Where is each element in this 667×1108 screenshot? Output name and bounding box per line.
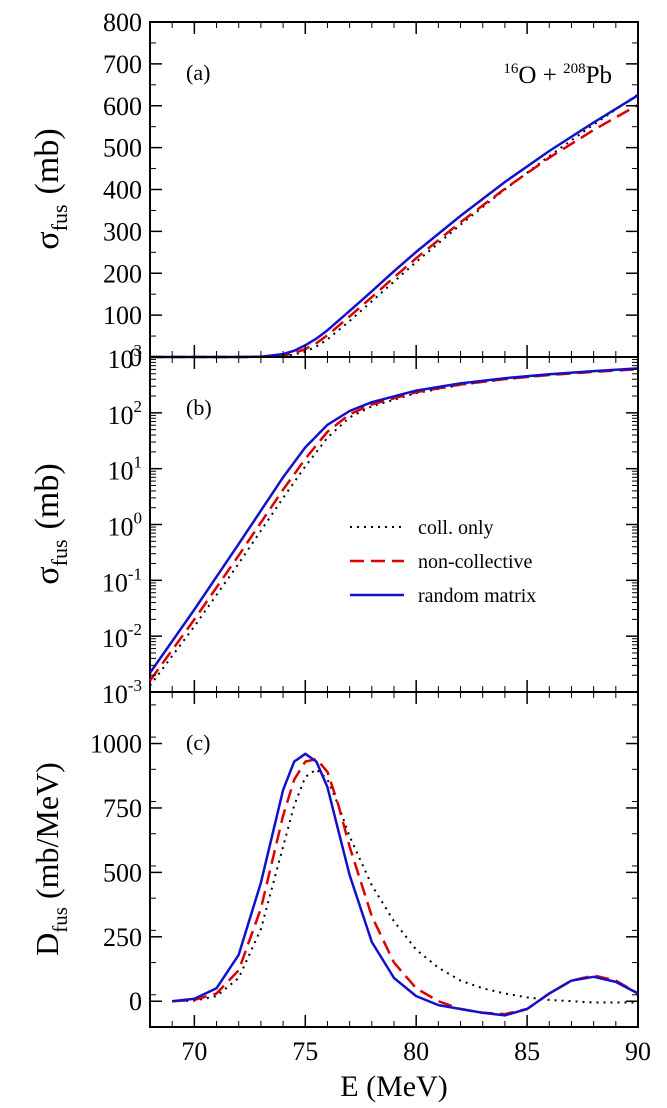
y-tick-label: 101 (108, 453, 143, 486)
plus-sign: + (536, 62, 563, 89)
tick-base: 10 (108, 457, 134, 486)
y-tick-label: 250 (103, 923, 142, 952)
series-layer (172, 752, 639, 1017)
y-tick-label: 10-1 (102, 564, 142, 597)
y-label-unit: (mb/MeV) (29, 762, 65, 899)
panel-label: (a) (186, 60, 210, 85)
y-tick-label: 103 (108, 341, 143, 374)
series-line-solid (148, 367, 639, 674)
legend: coll. only non-collective random matrix (350, 517, 536, 607)
projectile-mass: 16 (503, 61, 519, 77)
tick-exponent: 3 (134, 341, 143, 360)
series-line-solid (172, 752, 639, 1017)
tick-exponent: -1 (128, 564, 142, 583)
legend-label: coll. only (418, 517, 494, 539)
y-tick-label: 700 (103, 50, 142, 79)
y-tick-label: 750 (103, 794, 142, 823)
y-label-symbol: D (29, 933, 65, 956)
panel-label: (b) (186, 395, 212, 420)
y-label-subscript: fus (47, 539, 72, 566)
y-axis-label: Dfus (mb/MeV) (29, 762, 72, 956)
y-label-subscript: fus (47, 204, 72, 231)
target-mass: 208 (563, 61, 586, 77)
panel-a: 0 100 200 300 400 500 600 700 800 (a) 16O + 208P… (29, 8, 639, 372)
tick-base: 10 (108, 345, 134, 374)
x-tick-label: 70 (181, 1037, 207, 1066)
y-tick-label: 0 (129, 343, 142, 372)
y-label-subscript: fus (48, 907, 72, 933)
reaction-annotation: 16O + 208Pb (503, 61, 612, 89)
y-tick-label: 600 (103, 92, 142, 121)
panel-label: (c) (186, 730, 210, 755)
plot-frame (149, 356, 639, 693)
y-tick-label: 500 (103, 858, 142, 887)
legend-entry-coll-only: coll. only (350, 517, 494, 539)
y-tick-label: 200 (103, 259, 142, 288)
tick-base: 10 (102, 680, 128, 709)
y-tick-label: 102 (108, 397, 143, 430)
y-tick-label: 100 (108, 509, 143, 542)
y-tick-label: 300 (103, 217, 142, 246)
x-tick-label: 75 (292, 1037, 318, 1066)
legend-entry-random-matrix: random matrix (350, 585, 536, 607)
y-axis-label: σfus (mb) (29, 463, 72, 584)
panel-c: 0 250 500 750 1000 70 75 80 85 90 (c) Dfus (mb/MeV… (29, 691, 651, 1103)
y-tick-label: 100 (103, 301, 142, 330)
tick-exponent: 0 (134, 509, 143, 528)
y-label-symbol: σ (29, 231, 66, 249)
tick-layer: 0 250 500 750 1000 70 75 80 85 90 (90, 692, 651, 1066)
series-layer (150, 93, 639, 359)
series-layer (148, 367, 639, 687)
tick-exponent: 1 (134, 453, 143, 472)
y-label-symbol: σ (29, 566, 66, 584)
y-label-unit: (mb) (29, 463, 66, 529)
tick-base: 10 (102, 568, 128, 597)
y-tick-label: 400 (103, 176, 142, 205)
y-label-unit: (mb) (29, 128, 66, 194)
tick-base: 10 (102, 624, 128, 653)
legend-entry-non-collective: non-collective (350, 551, 533, 573)
tick-base: 10 (108, 401, 134, 430)
tick-layer: 0 100 200 300 400 500 600 700 800 (103, 8, 639, 372)
series-line-dotted (150, 93, 639, 358)
tick-base: 10 (108, 513, 134, 542)
x-tick-label: 90 (625, 1037, 651, 1066)
y-tick-label: 800 (103, 8, 142, 37)
tick-exponent: -2 (128, 620, 142, 639)
x-axis-label: E (MeV) (340, 1070, 447, 1103)
projectile-symbol: O (518, 62, 536, 89)
legend-label: non-collective (418, 551, 533, 573)
y-tick-label: 1000 (90, 730, 142, 759)
tick-exponent: 2 (134, 397, 143, 416)
series-line-dashed (150, 103, 639, 359)
target-symbol: Pb (586, 62, 612, 89)
y-tick-label: 10-3 (102, 676, 142, 709)
x-tick-label: 80 (403, 1037, 429, 1066)
x-tick-label: 85 (514, 1037, 540, 1066)
series-line-solid (150, 94, 639, 359)
y-tick-label: 10-2 (102, 620, 142, 653)
series-line-dotted (172, 768, 638, 1004)
series-line-dashed (148, 368, 639, 682)
y-tick-label: 500 (103, 134, 142, 163)
series-line-dashed (172, 757, 639, 1016)
legend-label: random matrix (418, 585, 536, 607)
tick-exponent: -3 (128, 676, 142, 695)
y-tick-label: 0 (129, 987, 142, 1016)
y-axis-label: σfus (mb) (29, 128, 72, 249)
